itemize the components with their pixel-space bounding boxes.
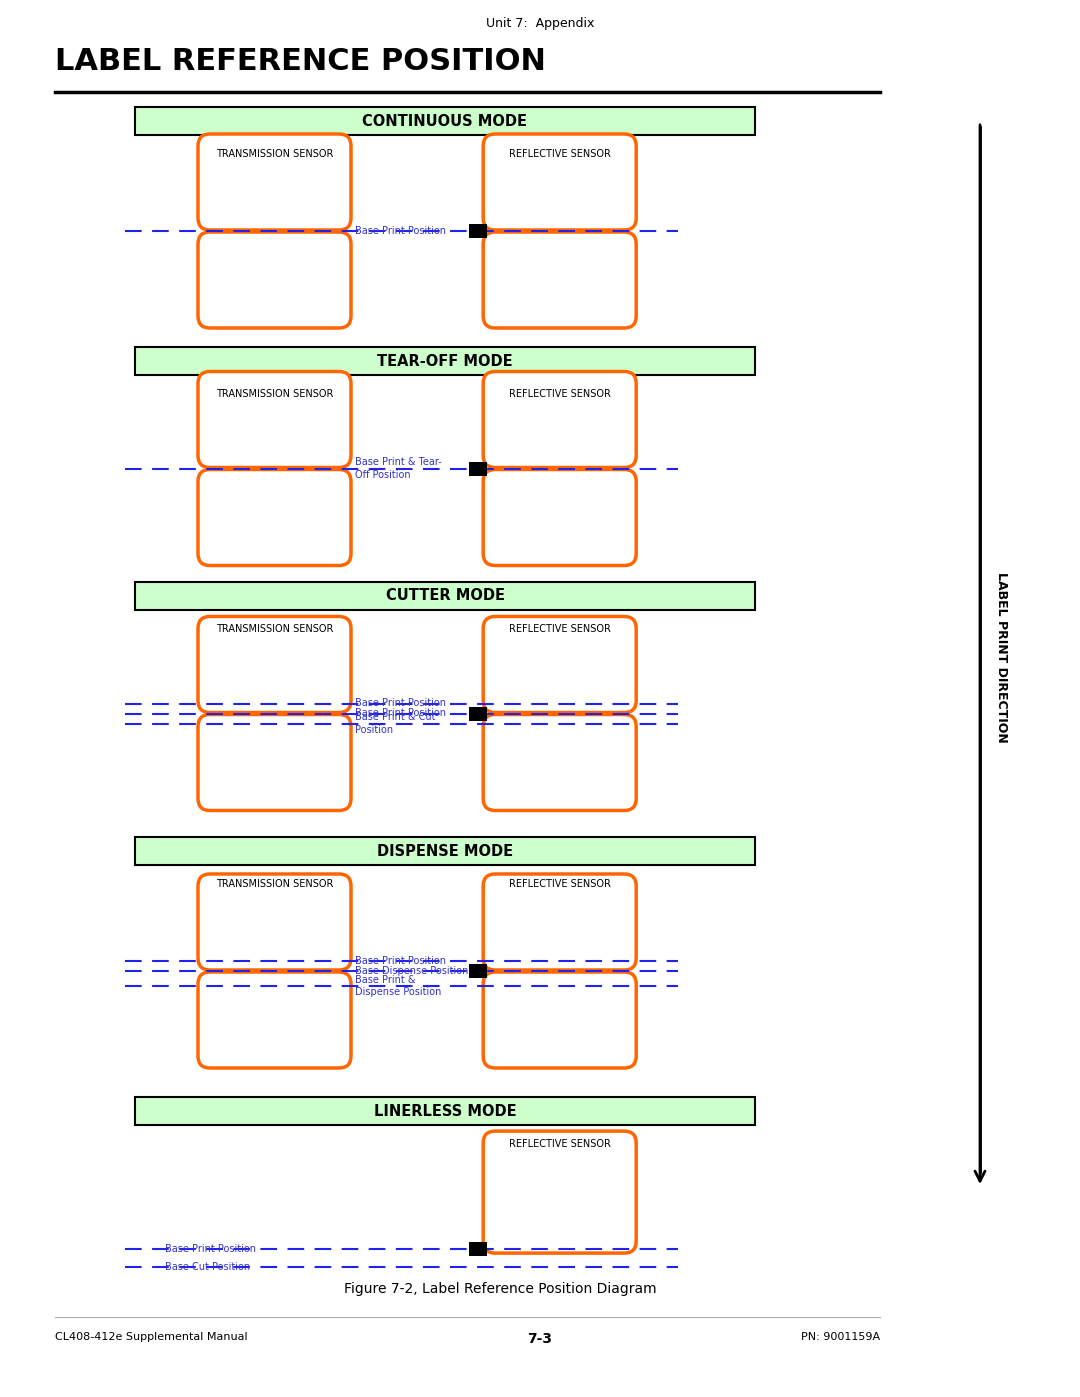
Bar: [202, 718, 347, 806]
FancyBboxPatch shape: [483, 232, 636, 328]
FancyBboxPatch shape: [483, 875, 636, 970]
Text: TRANSMISSION SENSOR: TRANSMISSION SENSOR: [216, 388, 334, 400]
Text: Base Print Position: Base Print Position: [165, 1245, 256, 1255]
Bar: [487, 474, 632, 562]
Text: REFLECTIVE SENSOR: REFLECTIVE SENSOR: [509, 624, 610, 634]
Text: CL408-412e Supplemental Manual: CL408-412e Supplemental Manual: [55, 1331, 247, 1343]
FancyBboxPatch shape: [198, 714, 351, 810]
Text: CONTINUOUS MODE: CONTINUOUS MODE: [363, 113, 527, 129]
Bar: [202, 877, 347, 965]
Text: Figure 7-2, Label Reference Position Diagram: Figure 7-2, Label Reference Position Dia…: [343, 1282, 657, 1296]
Bar: [469, 707, 487, 721]
FancyBboxPatch shape: [483, 469, 636, 566]
Text: Base Cut Position: Base Cut Position: [165, 1261, 251, 1273]
Bar: [135, 108, 755, 136]
Text: REFLECTIVE SENSOR: REFLECTIVE SENSOR: [509, 388, 610, 400]
Bar: [487, 376, 632, 464]
Bar: [469, 461, 487, 475]
FancyBboxPatch shape: [483, 372, 636, 468]
Text: Base Print & Cut
Position: Base Print & Cut Position: [355, 712, 435, 735]
Text: TRANSMISSION SENSOR: TRANSMISSION SENSOR: [216, 879, 334, 888]
Bar: [135, 837, 755, 865]
Bar: [469, 224, 487, 237]
Bar: [487, 977, 632, 1065]
Text: CUTTER MODE: CUTTER MODE: [386, 588, 504, 604]
Bar: [135, 1097, 755, 1125]
Text: Base Print &
Dispense Position: Base Print & Dispense Position: [355, 975, 442, 997]
Text: REFLECTIVE SENSOR: REFLECTIVE SENSOR: [509, 879, 610, 888]
Bar: [202, 977, 347, 1065]
Text: TEAR-OFF MODE: TEAR-OFF MODE: [377, 353, 513, 369]
Text: Base Print Position: Base Print Position: [355, 226, 446, 236]
Text: Base Print Position: Base Print Position: [355, 708, 446, 718]
FancyBboxPatch shape: [198, 469, 351, 566]
Text: LINERLESS MODE: LINERLESS MODE: [374, 1104, 516, 1119]
Text: Base Print & Tear-
Off Position: Base Print & Tear- Off Position: [355, 457, 442, 479]
Text: PN: 9001159A: PN: 9001159A: [801, 1331, 880, 1343]
Text: Base Dispense Position: Base Dispense Position: [355, 965, 469, 977]
Bar: [487, 877, 632, 965]
Text: REFLECTIVE SENSOR: REFLECTIVE SENSOR: [509, 1139, 610, 1148]
Text: 7-3: 7-3: [527, 1331, 553, 1345]
Text: DISPENSE MODE: DISPENSE MODE: [377, 844, 513, 859]
Bar: [202, 236, 347, 324]
FancyBboxPatch shape: [483, 972, 636, 1067]
Bar: [469, 1242, 487, 1256]
FancyBboxPatch shape: [198, 134, 351, 231]
Text: TRANSMISSION SENSOR: TRANSMISSION SENSOR: [216, 624, 334, 634]
Text: Base Print Position: Base Print Position: [355, 956, 446, 965]
FancyBboxPatch shape: [198, 232, 351, 328]
Bar: [202, 474, 347, 562]
FancyBboxPatch shape: [198, 372, 351, 468]
Bar: [135, 583, 755, 610]
Bar: [202, 138, 347, 226]
FancyBboxPatch shape: [198, 616, 351, 712]
Text: LABEL REFERENCE POSITION: LABEL REFERENCE POSITION: [55, 47, 545, 75]
Bar: [469, 964, 487, 978]
Text: LABEL PRINT DIRECTION: LABEL PRINT DIRECTION: [996, 571, 1009, 742]
Bar: [487, 620, 632, 708]
Bar: [487, 718, 632, 806]
Text: REFLECTIVE SENSOR: REFLECTIVE SENSOR: [509, 149, 610, 159]
FancyBboxPatch shape: [483, 1132, 636, 1253]
Bar: [202, 376, 347, 464]
FancyBboxPatch shape: [483, 134, 636, 231]
FancyBboxPatch shape: [483, 616, 636, 712]
Bar: [487, 1136, 632, 1249]
Bar: [487, 236, 632, 324]
FancyBboxPatch shape: [198, 972, 351, 1067]
Bar: [202, 620, 347, 708]
FancyBboxPatch shape: [483, 714, 636, 810]
Bar: [135, 346, 755, 374]
Text: Base Print Position: Base Print Position: [355, 698, 446, 708]
Text: TRANSMISSION SENSOR: TRANSMISSION SENSOR: [216, 149, 334, 159]
FancyBboxPatch shape: [198, 875, 351, 970]
Text: Unit 7:  Appendix: Unit 7: Appendix: [486, 17, 594, 29]
Bar: [487, 138, 632, 226]
